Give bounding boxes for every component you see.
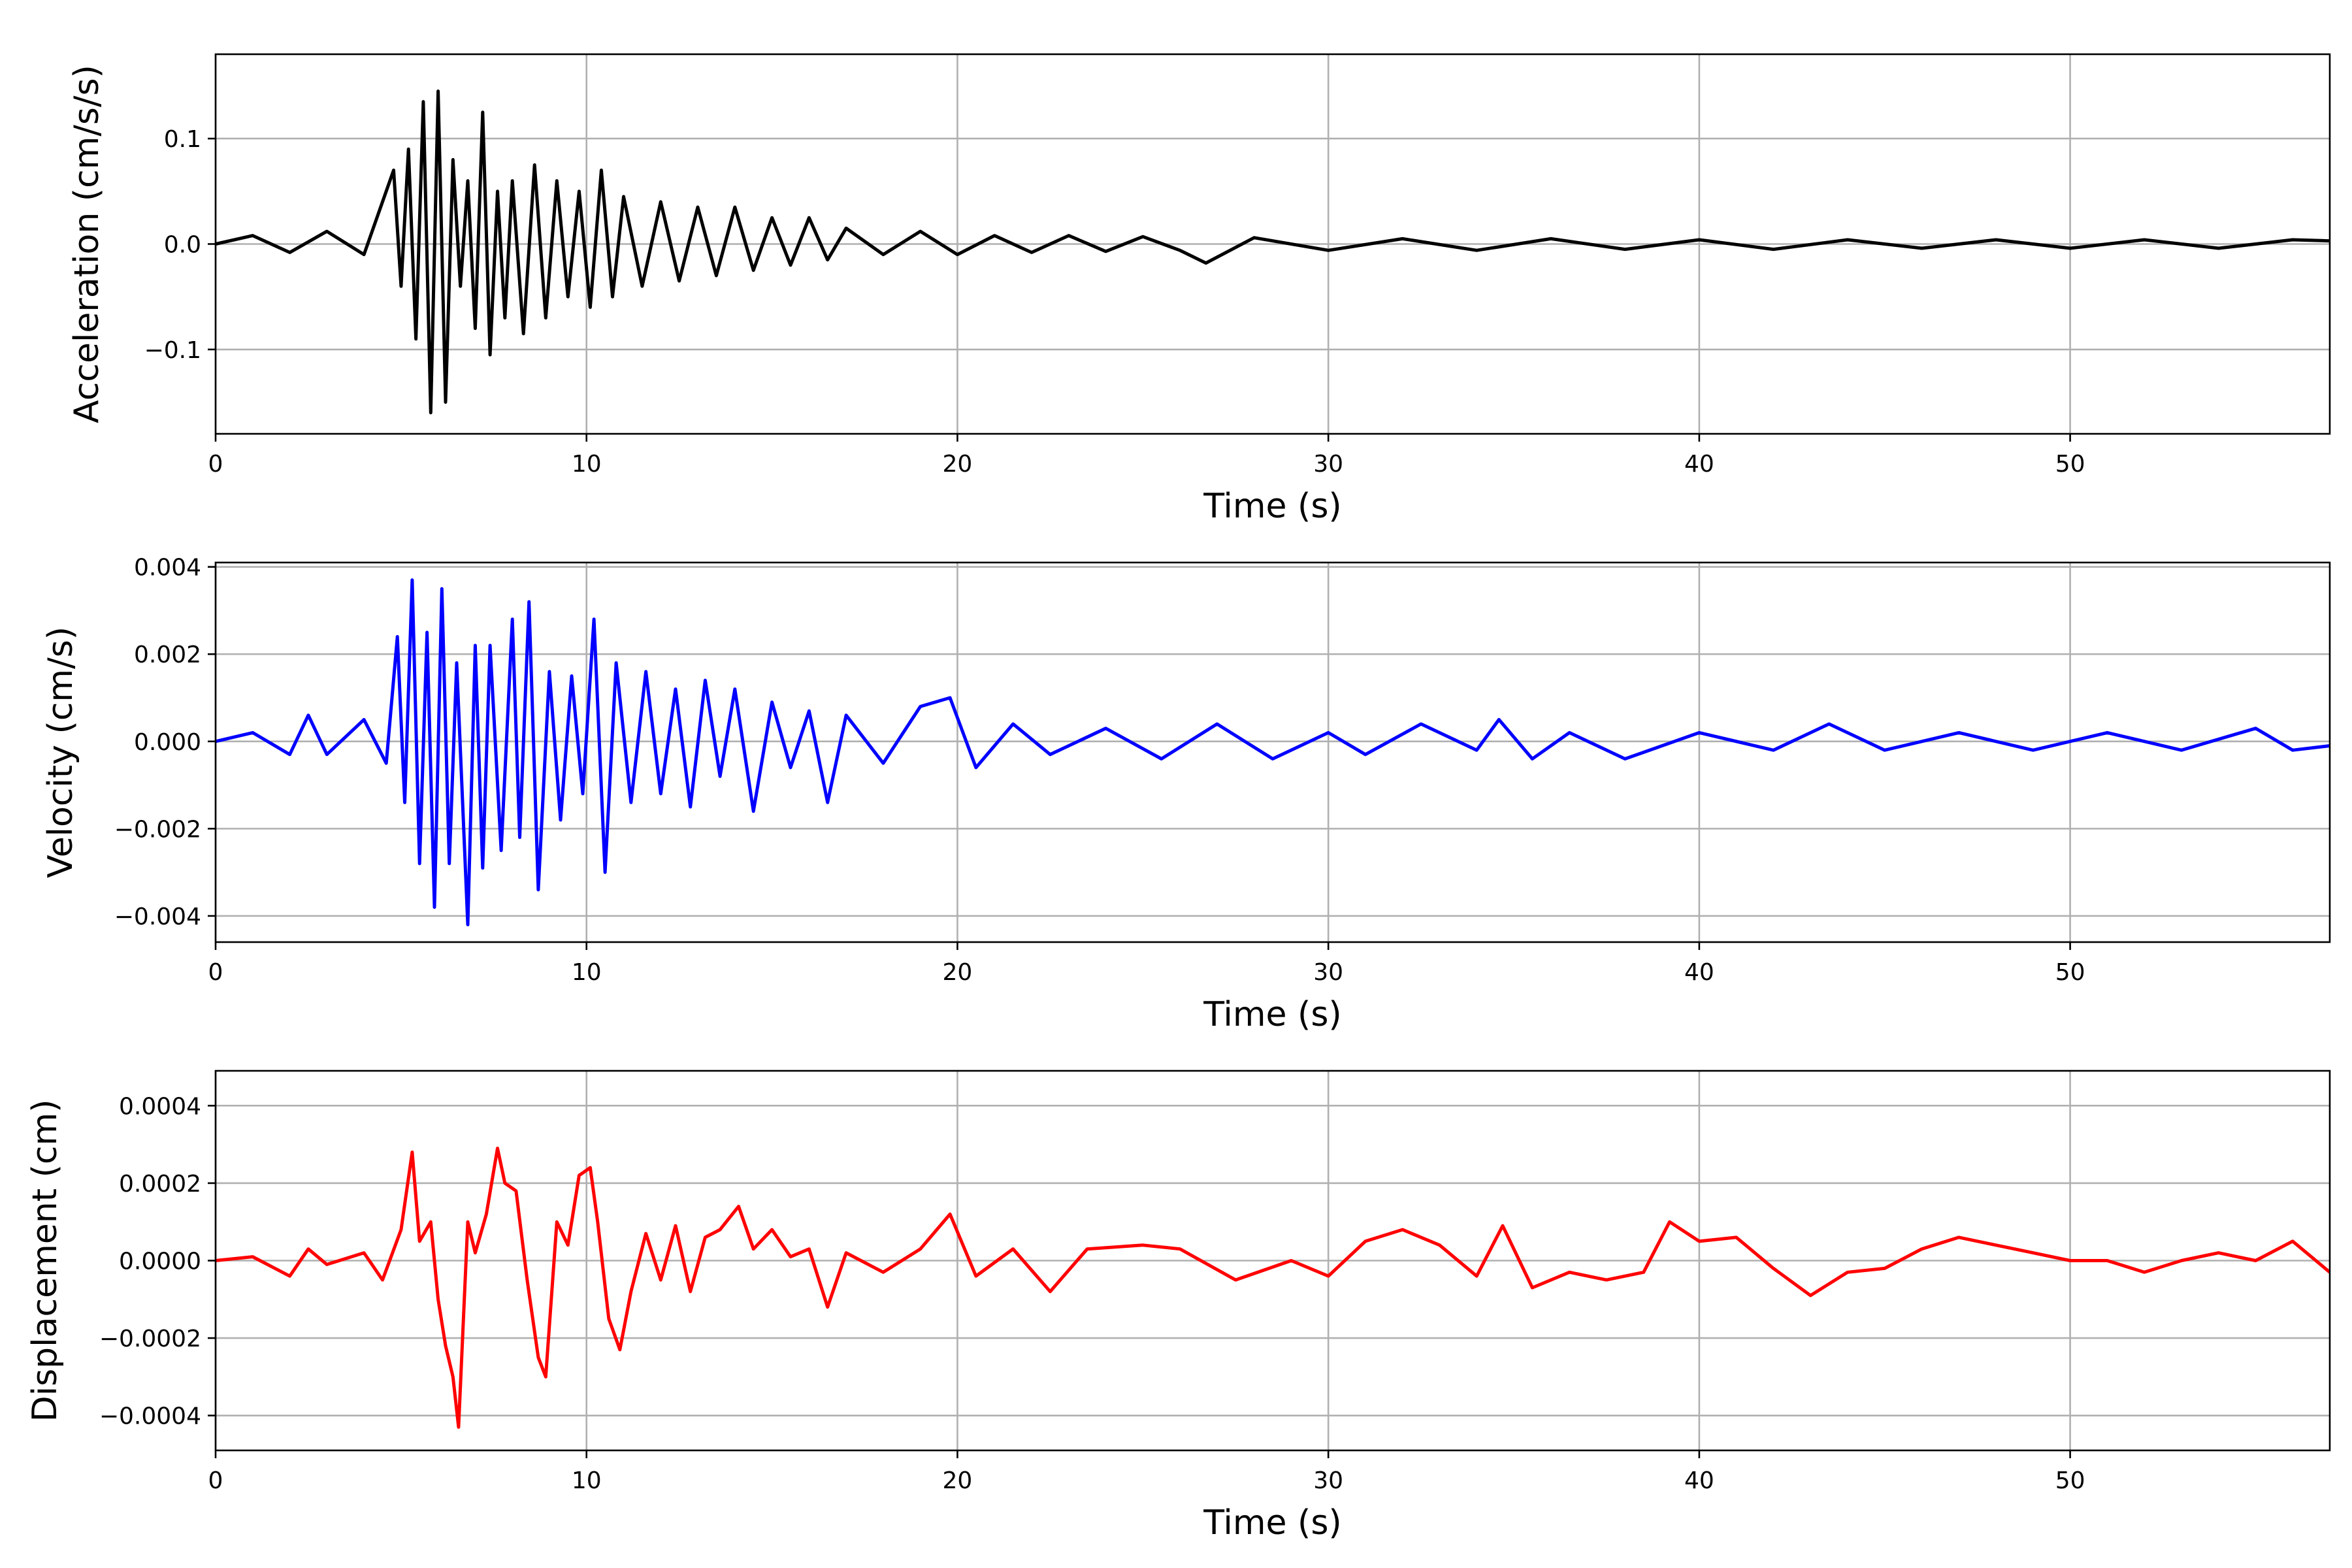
displacement-x-tick-label: 0 [208, 1467, 223, 1494]
displacement-x-tick-label: 40 [1684, 1467, 1714, 1494]
velocity-x-tick-label: 20 [943, 959, 973, 986]
acceleration-x-tick-label: 10 [572, 451, 602, 478]
velocity-x-tick-label: 10 [572, 959, 602, 986]
acceleration-x-tick-label: 40 [1684, 451, 1714, 478]
velocity-y-tick-label: −0.004 [114, 904, 201, 930]
displacement-y-tick-label: 0.0000 [119, 1249, 201, 1275]
velocity-y-tick-label: 0.004 [134, 555, 201, 581]
velocity-x-tick-label: 50 [2055, 959, 2085, 986]
velocity-y-tick-label: −0.002 [114, 816, 201, 843]
velocity-ticks: 0 10 20 30 40 50 −0.004 −0.002 0.000 0.002 0.004 [114, 555, 2085, 986]
acceleration-y-axis-label: Acceleration (cm/s/s) [67, 65, 106, 423]
displacement-x-tick-label: 10 [572, 1467, 602, 1494]
velocity-x-tick-label: 0 [208, 959, 223, 986]
displacement-y-tick-label: 0.0004 [119, 1093, 201, 1120]
velocity-x-axis-label: Time (s) [1203, 995, 1341, 1034]
acceleration-x-tick-label: 0 [208, 451, 223, 478]
velocity-x-tick-label: 40 [1684, 959, 1714, 986]
displacement-panel: 0 10 20 30 40 50 −0.0004 −0.0002 0.0000 0.0002 0.0… [25, 1070, 2331, 1543]
velocity-panel: 0 10 20 30 40 50 −0.004 −0.002 0.000 0.002 0.004 T… [41, 555, 2331, 1034]
velocity-plot-frame [214, 561, 2331, 943]
acceleration-x-axis-label: Time (s) [1203, 487, 1341, 526]
acceleration-grid [214, 54, 2330, 434]
acceleration-y-tick-label: 0.1 [164, 126, 201, 153]
acceleration-ticks: 0 10 20 30 40 50 −0.1 0.0 0.1 [144, 126, 2085, 478]
displacement-y-tick-label: −0.0004 [99, 1403, 201, 1430]
displacement-grid [214, 1071, 2330, 1450]
acceleration-x-tick-label: 20 [943, 451, 973, 478]
velocity-x-tick-label: 30 [1313, 959, 1343, 986]
acceleration-x-tick-label: 30 [1313, 451, 1343, 478]
acceleration-y-tick-label: −0.1 [144, 337, 201, 364]
displacement-ticks: 0 10 20 30 40 50 −0.0004 −0.0002 0.0000 0.0002 0.0… [99, 1093, 2085, 1494]
displacement-y-axis-label: Displacement (cm) [25, 1100, 65, 1422]
velocity-trace [215, 578, 2330, 926]
displacement-y-tick-label: −0.0002 [99, 1326, 201, 1352]
velocity-y-tick-label: 0.002 [134, 642, 201, 668]
acceleration-y-tick-label: 0.0 [164, 232, 201, 259]
displacement-y-tick-label: 0.0002 [119, 1171, 201, 1198]
displacement-x-tick-label: 20 [943, 1467, 973, 1494]
acceleration-panel: 0 10 20 30 40 50 −0.1 0.0 0.1 Time (s) Accelerat… [67, 53, 2331, 526]
velocity-y-tick-label: 0.000 [134, 729, 201, 756]
displacement-x-tick-label: 30 [1313, 1467, 1343, 1494]
displacement-x-tick-label: 50 [2055, 1467, 2085, 1494]
displacement-x-axis-label: Time (s) [1203, 1503, 1341, 1543]
displacement-trace [215, 1147, 2331, 1429]
velocity-y-axis-label: Velocity (cm/s) [41, 627, 80, 878]
acceleration-trace [215, 90, 2330, 415]
acceleration-x-tick-label: 50 [2055, 451, 2085, 478]
